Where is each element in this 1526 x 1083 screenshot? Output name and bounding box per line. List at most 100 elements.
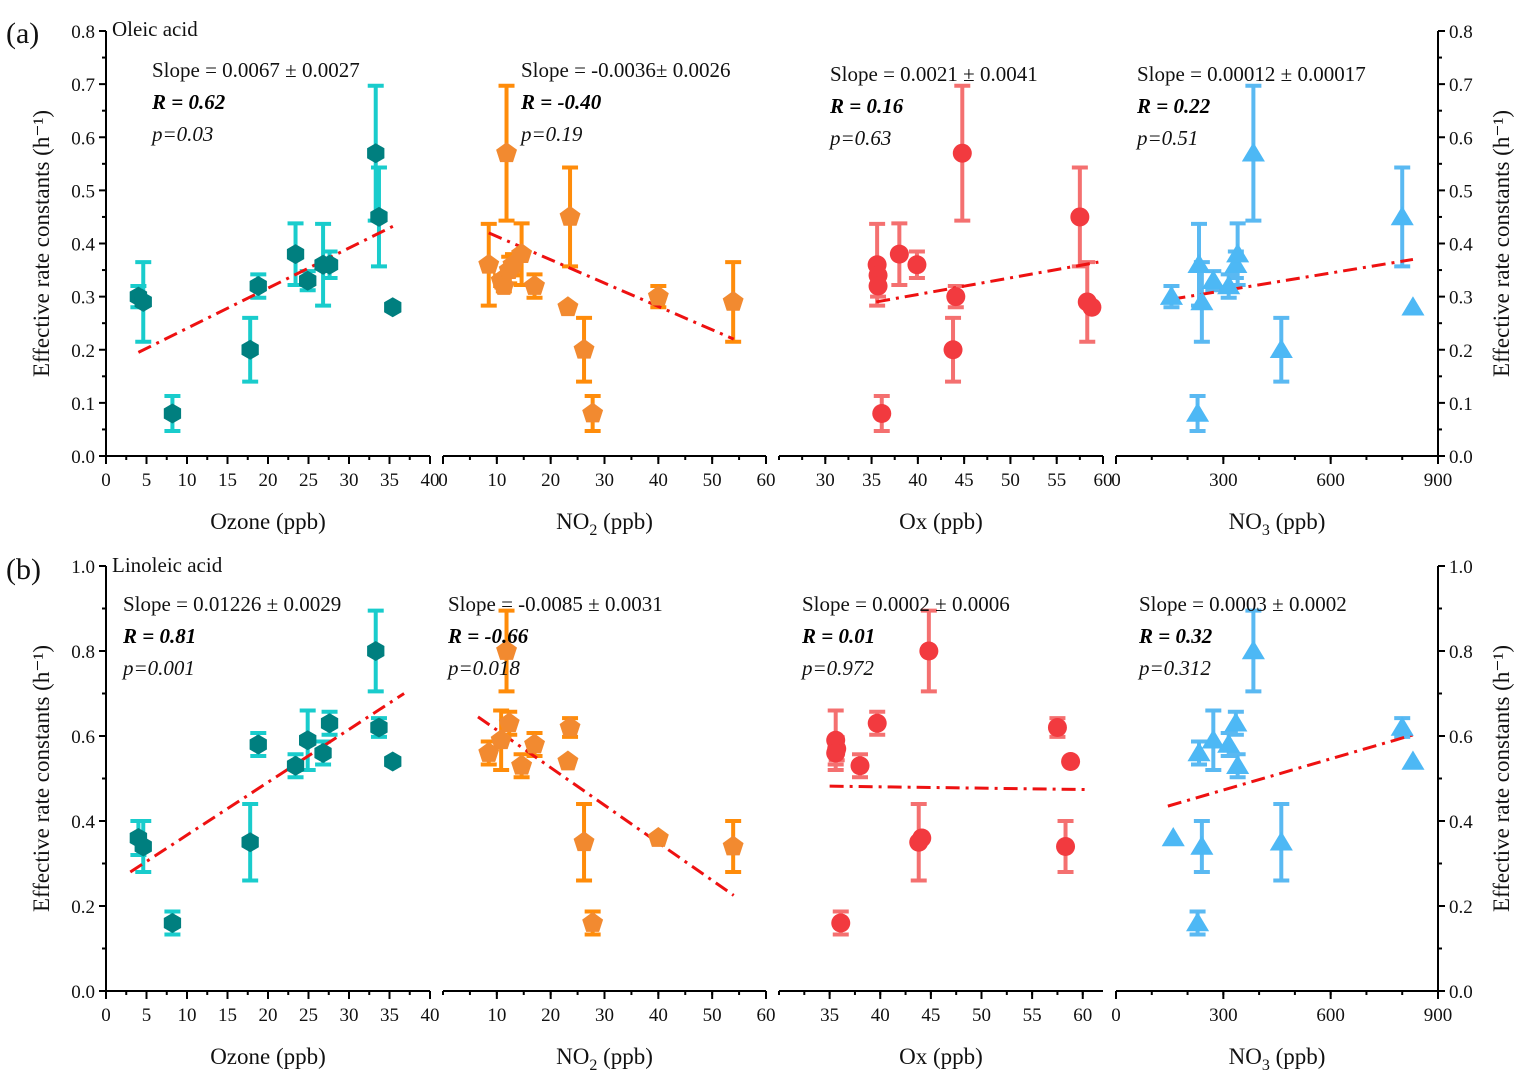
data-point — [1061, 752, 1081, 771]
y-tick-label-left: 0.7 — [71, 75, 95, 96]
y-tick-label-right: 0.8 — [1449, 642, 1473, 663]
y-tick-label-left: 0.4 — [71, 235, 95, 256]
data-point — [889, 244, 909, 264]
fit-line — [1171, 257, 1414, 301]
data-point — [557, 750, 579, 771]
r-annotation: R = -0.40 — [520, 90, 602, 114]
p-annotation: p=0.63 — [828, 126, 891, 150]
data-point — [1269, 831, 1293, 851]
data-point — [320, 254, 339, 275]
data-point — [320, 713, 339, 734]
x-tick-label: 10 — [487, 1005, 506, 1026]
y-tick-label-left: 0.4 — [71, 812, 95, 833]
y-tick-label-right: 0.2 — [1449, 341, 1473, 362]
y-tick-label-left: 0.1 — [71, 394, 95, 415]
y-tick-label-left: 0.2 — [71, 897, 95, 918]
y-tick-label-left: 0.3 — [71, 288, 95, 309]
x-tick-label: 0 — [101, 1005, 111, 1026]
x-axis-title-unit: (ppb) — [1270, 509, 1326, 534]
x-axis-title-unit: (ppb) — [1270, 1044, 1326, 1069]
x-tick-label: 30 — [340, 470, 359, 491]
x-axis-title-subscript: 3 — [1262, 1057, 1270, 1074]
x-axis-title: NO2 (ppb) — [556, 509, 653, 539]
x-tick-label: 20 — [541, 1005, 560, 1026]
x-tick-label: 900 — [1424, 470, 1453, 491]
y-tick-label-right: 0.1 — [1449, 394, 1473, 415]
data-point — [559, 716, 581, 737]
data-point — [1159, 285, 1184, 305]
y-tick-label-right: 0.5 — [1449, 181, 1473, 202]
x-axis-title: NO3 (ppb) — [1229, 509, 1326, 539]
r-annotation: R = -0.66 — [447, 624, 529, 648]
y-tick-label-right: 0.4 — [1449, 235, 1473, 256]
data-point — [1226, 243, 1250, 263]
data-point — [1186, 402, 1210, 422]
slope-annotation: Slope = 0.00012 ± 0.00017 — [1137, 62, 1366, 86]
x-tick-label: 40 — [421, 1005, 440, 1026]
x-tick-label: 35 — [380, 1005, 399, 1026]
data-point — [946, 287, 966, 307]
data-point — [1082, 297, 1102, 317]
subplot-3: 0 300 600 900 NO3 (ppb) Slope = 0.0003 ± 0.00… — [1111, 592, 1452, 1074]
x-axis-title-unit: (ppb) — [597, 1044, 653, 1069]
x-axis-title: Ozone (ppb) — [210, 1044, 326, 1069]
y-axis-title-right: Effective rate constants (h⁻¹) — [1489, 645, 1514, 912]
data-point — [647, 827, 669, 847]
r-annotation: R = 0.01 — [801, 624, 875, 648]
y-tick-label-right: 0.4 — [1449, 812, 1473, 833]
x-axis-title: Ox (ppb) — [899, 509, 983, 534]
x-tick-label: 10 — [178, 470, 197, 491]
x-tick-label: 0 — [101, 470, 111, 491]
x-axis-title-main: NO — [1229, 1044, 1262, 1069]
data-point — [1401, 750, 1425, 770]
data-point — [299, 270, 317, 291]
x-tick-label: 0 — [1111, 470, 1121, 491]
subplot-1: 10 20 30 40 50 60 NO2 (ppb) Slope = -0.0085 ± 0… — [442, 592, 776, 1074]
x-tick-label: 50 — [703, 470, 722, 491]
slope-annotation: Slope = -0.0036± 0.0026 — [521, 58, 730, 82]
data-point — [1401, 296, 1425, 316]
data-point — [1187, 253, 1211, 273]
data-point — [831, 913, 851, 933]
subplot-1: 0 10 20 30 40 50 60 NO2 (ppb) Slope = -0.0036± 0… — [438, 58, 775, 539]
x-axis-title-main: NO — [556, 1044, 589, 1069]
data-point — [1224, 712, 1248, 732]
data-point — [1187, 742, 1211, 762]
slope-annotation: Slope = 0.0021 ± 0.0041 — [830, 62, 1038, 86]
x-tick-label: 60 — [1073, 1005, 1092, 1026]
data-point — [524, 275, 545, 295]
y-tick-label-right: 1.0 — [1449, 557, 1473, 578]
x-tick-label: 40 — [421, 470, 440, 491]
data-point — [826, 743, 846, 763]
x-tick-label: 0 — [438, 470, 448, 491]
data-point — [384, 751, 402, 772]
x-tick-label: 20 — [541, 470, 560, 491]
panel-b-linoleic-acid: (b) Linoleic acid 0.0 0.2 0.4 0.6 0.8 1.0 0.0 0.2… — [6, 553, 1514, 1074]
data-point — [163, 913, 182, 933]
data-point — [478, 742, 500, 762]
x-tick-label: 15 — [218, 470, 237, 491]
x-axis-title-subscript: 2 — [589, 1057, 597, 1074]
x-tick-label: 35 — [820, 1005, 839, 1026]
y-tick-label-left: 0.0 — [71, 982, 95, 1003]
data-point — [163, 403, 182, 424]
subplot-3: 0 300 600 900 NO3 (ppb) Slope = 0.00012 ± 0.0… — [1111, 62, 1452, 539]
x-axis-title-unit: (ppb) — [597, 509, 653, 534]
data-point — [1201, 729, 1225, 749]
data-point — [559, 205, 581, 226]
data-point — [384, 297, 402, 318]
data-point — [919, 641, 939, 661]
data-point — [496, 640, 517, 660]
data-point — [1190, 835, 1214, 855]
data-point — [1226, 754, 1250, 774]
p-annotation: p=0.51 — [1135, 126, 1198, 150]
data-point — [478, 253, 500, 274]
data-point — [1224, 253, 1248, 273]
p-annotation: p=0.001 — [121, 656, 195, 680]
x-tick-label: 600 — [1316, 470, 1345, 491]
panel-label: (a) — [6, 17, 39, 50]
data-point — [1241, 142, 1265, 162]
subplot-0: 0 5 10 15 20 25 30 35 40 Ozone (ppb) Slope = 0.012… — [101, 592, 439, 1069]
y-tick-label-right: 0.3 — [1449, 288, 1473, 309]
p-annotation: p=0.03 — [150, 122, 213, 146]
